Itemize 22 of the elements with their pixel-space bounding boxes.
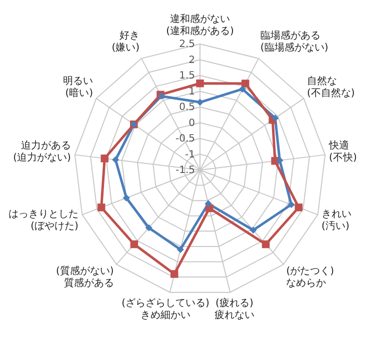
spoke-label: 快適 (不快) <box>328 140 357 164</box>
spoke-label: 自然な (不自然な) <box>306 75 355 100</box>
y-tick-label: -1.5 <box>175 165 195 176</box>
y-tick-label: 1.5 <box>179 70 195 82</box>
y-tick-label: 0 <box>188 118 195 129</box>
y-tick-label: 1 <box>188 86 195 98</box>
y-tick-label: -1 <box>185 149 195 160</box>
spoke-label: 明るい (暗い) <box>63 76 94 100</box>
spoke-label: 違和感がない (違和感がある) <box>166 13 234 37</box>
y-tick-label: -0.5 <box>175 134 195 144</box>
spoke-label: きれい (汚い) <box>322 209 352 232</box>
y-tick-label: 2.5 <box>179 39 195 50</box>
spoke-label: (がたつく) なめらか <box>286 266 334 289</box>
spoke-label: 臨場感がある (臨場感がない) <box>260 29 328 54</box>
spoke-label: 迫力がある (迫力がない) <box>13 140 72 164</box>
spoke-label: はっきりとした (ぼやけた) <box>8 209 79 232</box>
spoke-label: (ざらざらしている) きめ細かい <box>122 298 210 321</box>
spoke-label: (疲れる) 疲れない <box>214 296 254 321</box>
y-tick-label: 2 <box>188 54 195 66</box>
y-tick-label: 0.5 <box>179 102 195 113</box>
spoke-label: (質感がない) 質感がある <box>56 264 114 289</box>
spoke-label: 好き (嫌い) <box>112 30 140 54</box>
